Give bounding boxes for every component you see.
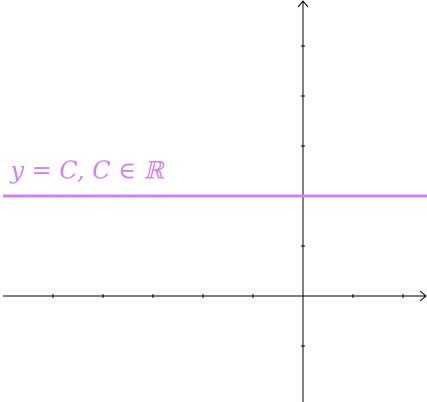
y-axis-arrow: [297, 0, 309, 8]
x-axis-arrow: [419, 290, 427, 302]
annotation-layer: y = C, C ∈ ℝ: [10, 157, 166, 185]
equation-label: y = C, C ∈ ℝ: [10, 157, 166, 185]
axes: [3, 0, 427, 402]
